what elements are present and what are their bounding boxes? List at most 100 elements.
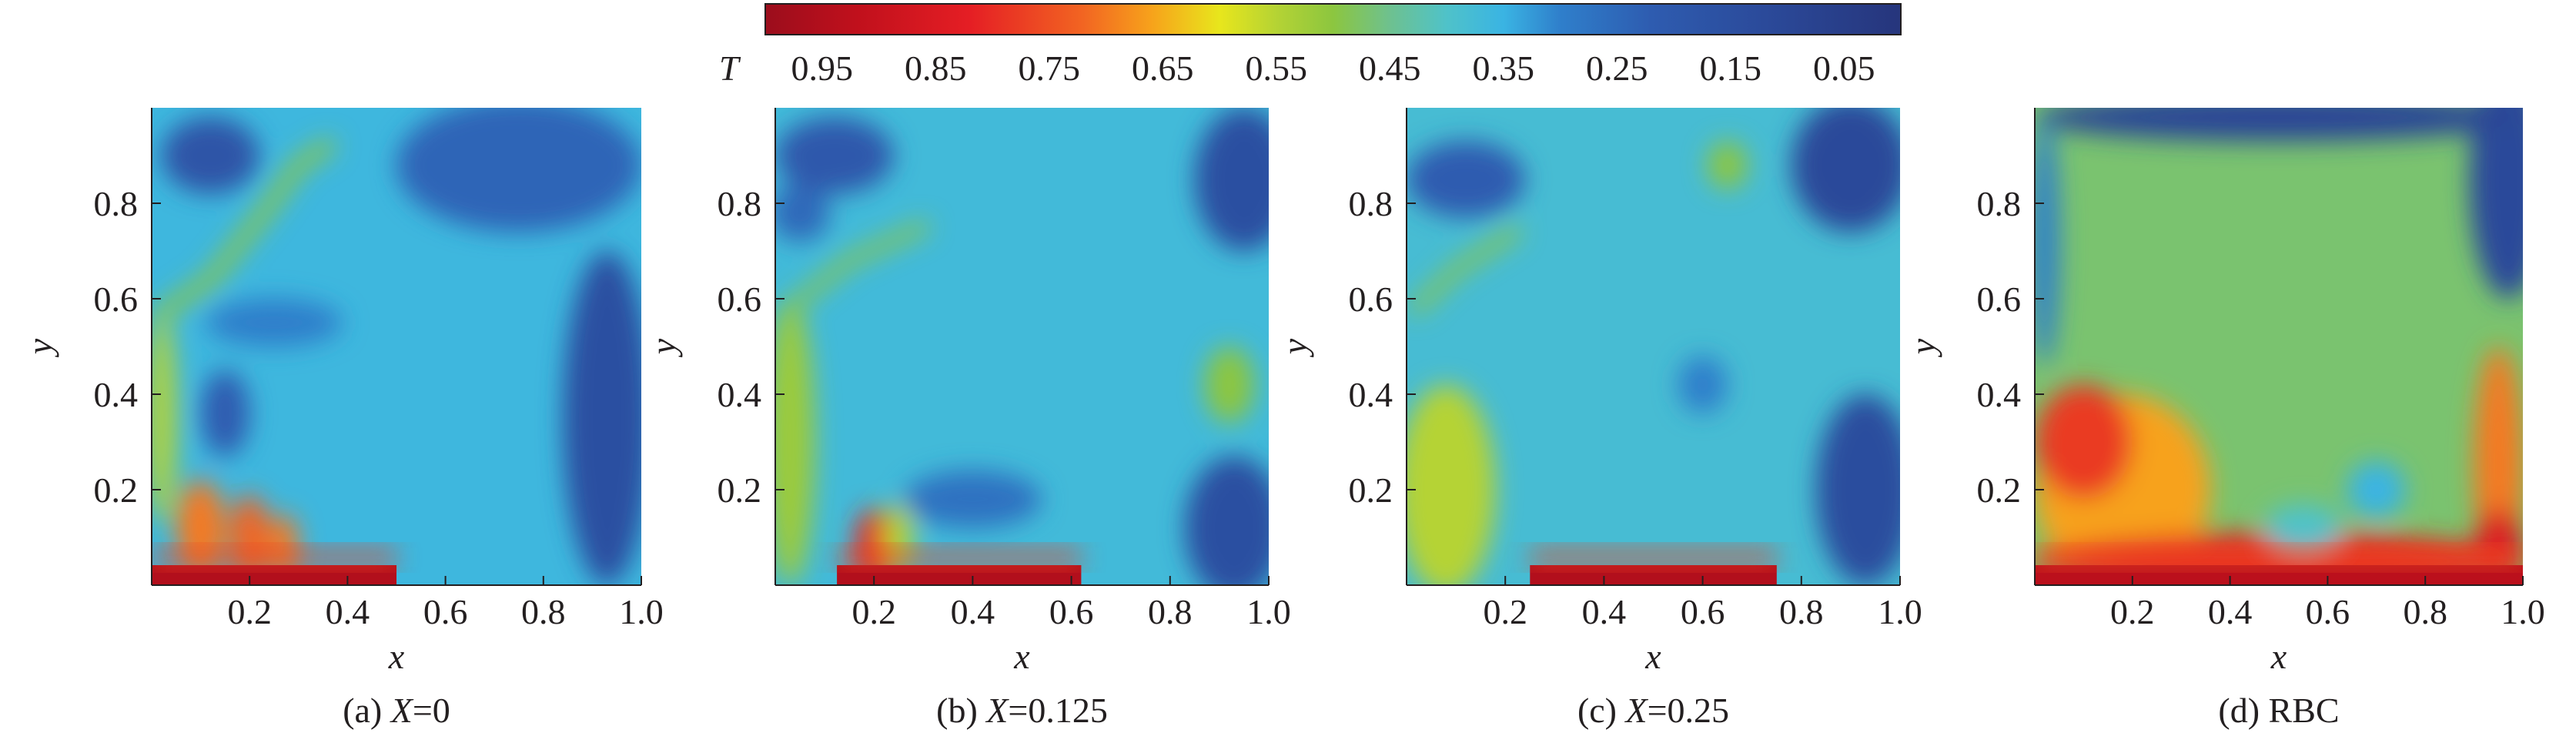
- thermal-boundary-layer: [2035, 547, 2523, 568]
- temperature-plume: [1410, 226, 1521, 315]
- temperature-blob: [903, 470, 1042, 528]
- colorbar-symbol: T: [719, 49, 741, 88]
- y-tick-label: 0.2: [94, 470, 139, 510]
- colorbar-tick-label: 0.85: [905, 49, 967, 88]
- x-tick-label: 1.0: [1878, 592, 1922, 631]
- temperature-blob: [152, 313, 176, 524]
- temperature-blob: [2347, 460, 2406, 519]
- panel-a: 0.2 0.4 0.6 0.8 1.0 0.2 0.4 0.6 0.8 x y (a) X=0: [20, 108, 664, 730]
- temperature-blob: [2035, 384, 2133, 500]
- colorbar-tick-label: 0.35: [1473, 49, 1535, 88]
- panels: 0.2 0.4 0.6 0.8 1.00.20.40.60.8xy(a) X=00.2 0…: [20, 108, 2545, 730]
- colorbar-tick-label: 0.55: [1246, 49, 1308, 88]
- y-tick-label: 0.4: [1977, 375, 2022, 414]
- y-tick-label: 0.2: [1977, 470, 2022, 510]
- colorbar-tick-label: 0.45: [1359, 49, 1421, 88]
- temperature-blob: [1194, 108, 1269, 251]
- temperature-blob: [1816, 394, 1900, 585]
- y-axis-label: y: [644, 338, 683, 357]
- x-tick-label: 0.4: [1582, 592, 1627, 631]
- x-tick-label: 0.4: [951, 592, 995, 631]
- temperature-blob: [2035, 108, 2523, 142]
- x-axis-label: x: [2270, 637, 2287, 676]
- y-tick-label: 0.6: [1349, 279, 1393, 319]
- panel-caption: (a) X=0: [343, 691, 450, 730]
- heated-wall: [2035, 565, 2523, 585]
- x-tick-label: 1.0: [619, 592, 664, 631]
- temperature-blob: [200, 370, 250, 457]
- x-tick-label: 0.6: [2306, 592, 2350, 631]
- temperature-blob: [1204, 346, 1254, 423]
- x-tick-label: 0.8: [521, 592, 566, 631]
- temperature-field: [1407, 108, 1900, 585]
- panel-b: 0.2 0.4 0.6 0.8 1.0 0.2 0.4 0.6 0.8 x y (b) X=0.125: [644, 108, 1291, 730]
- thermal-boundary-layer: [837, 547, 1082, 568]
- temperature-blob: [1407, 141, 1525, 218]
- colorbar-tick-label: 0.75: [1019, 49, 1081, 88]
- temperature-blob: [1407, 384, 1496, 585]
- colorbar-tick-labels: 0.95 0.85 0.75 0.65 0.55 0.45 0.35 0.25 0.15 0.05: [791, 49, 1875, 88]
- x-axis-label: x: [388, 637, 405, 676]
- temperature-blob: [2264, 504, 2343, 552]
- x-tick-label: 0.2: [1483, 592, 1527, 631]
- x-tick-label: 0.6: [423, 592, 468, 631]
- thermal-boundary-layer: [152, 547, 396, 568]
- y-tick-label: 0.2: [1349, 470, 1393, 510]
- temperature-blob: [1708, 141, 1748, 189]
- temperature-blob: [1678, 356, 1728, 413]
- x-tick-label: 0.6: [1681, 592, 1725, 631]
- y-axis-label: y: [1903, 338, 1942, 357]
- colorbar-gradient: [764, 3, 1902, 35]
- temperature-blob: [396, 108, 641, 233]
- y-tick-label: 0.8: [1977, 184, 2022, 223]
- temperature-blob: [1185, 456, 1269, 585]
- colorbar-tick-label: 0.05: [1813, 49, 1875, 88]
- panel-caption: (c) X=0.25: [1577, 691, 1729, 730]
- y-tick-label: 0.8: [94, 184, 139, 223]
- y-tick-label: 0.4: [1349, 375, 1393, 414]
- colorbar-tick-label: 0.25: [1586, 49, 1648, 88]
- colorbar-tick-label: 0.95: [791, 49, 854, 88]
- x-tick-label: 0.8: [1148, 592, 1193, 631]
- temperature-plume: [784, 221, 930, 315]
- x-tick-label: 0.8: [1779, 592, 1824, 631]
- x-tick-label: 0.2: [2110, 592, 2155, 631]
- x-tick-label: 0.4: [2208, 592, 2253, 631]
- panel-d: 0.2 0.4 0.6 0.8 1.0 0.2 0.4 0.6 0.8 x y (d) RBC: [1903, 108, 2545, 730]
- y-axis-label: y: [1275, 338, 1314, 357]
- temperature-blob: [563, 251, 641, 585]
- thermal-boundary-layer: [1530, 547, 1777, 568]
- temperature-blob: [775, 299, 815, 585]
- x-axis-label: x: [1013, 637, 1030, 676]
- temperature-blob: [2035, 117, 2059, 366]
- temperature-blob: [206, 299, 343, 346]
- heated-wall: [837, 565, 1082, 585]
- x-tick-label: 0.2: [851, 592, 896, 631]
- panel-caption: (d) RBC: [2218, 691, 2339, 730]
- x-tick-label: 1.0: [1246, 592, 1291, 631]
- colorbar-tick-label: 0.15: [1700, 49, 1762, 88]
- x-tick-label: 1.0: [2501, 592, 2545, 631]
- temperature-blob: [161, 117, 259, 194]
- panel-caption: (b) X=0.125: [936, 691, 1108, 730]
- colorbar: T 0.95 0.85 0.75 0.65 0.55 0.45 0.35 0.25 0.15 0.…: [719, 3, 1902, 88]
- temperature-field: [152, 108, 641, 585]
- temperature-blob: [775, 117, 894, 194]
- temperature-field: [2035, 108, 2523, 585]
- y-tick-label: 0.6: [718, 279, 762, 319]
- y-tick-label: 0.8: [718, 184, 762, 223]
- y-axis-label: y: [20, 338, 59, 357]
- x-tick-label: 0.4: [326, 592, 370, 631]
- temperature-blob: [2469, 108, 2523, 299]
- temperature-plume: [154, 139, 336, 321]
- x-axis-label: x: [1644, 637, 1661, 676]
- heated-wall: [1530, 565, 1777, 585]
- y-tick-label: 0.6: [1977, 279, 2022, 319]
- colorbar-tick-label: 0.65: [1132, 49, 1194, 88]
- y-tick-label: 0.6: [94, 279, 139, 319]
- x-tick-label: 0.8: [2403, 592, 2447, 631]
- x-tick-label: 0.2: [227, 592, 272, 631]
- y-tick-label: 0.2: [718, 470, 762, 510]
- y-tick-label: 0.8: [1349, 184, 1393, 223]
